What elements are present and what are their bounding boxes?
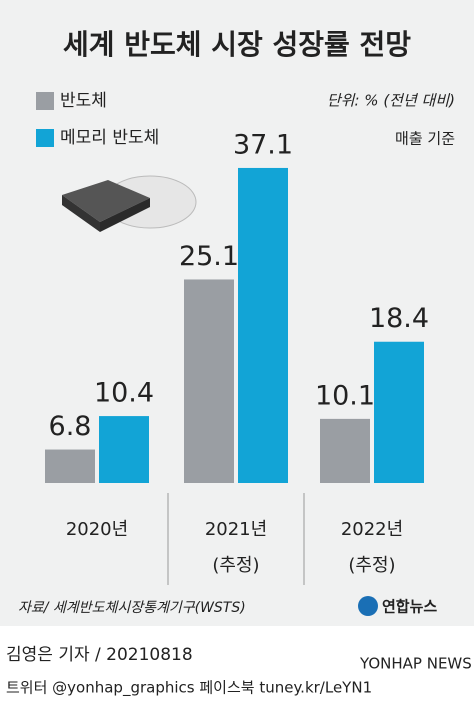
logo-mark <box>358 596 378 616</box>
value-label: 10.1 <box>315 380 375 411</box>
bar <box>238 167 288 483</box>
value-label: 6.8 <box>49 411 92 442</box>
x-tick-note: (추정) <box>348 555 395 576</box>
x-tick-label: 2022년 <box>341 519 403 540</box>
value-label: 10.4 <box>94 378 154 409</box>
background <box>0 0 474 626</box>
bar <box>320 418 370 483</box>
byline: 김영은 기자 / 20210818 <box>6 645 193 665</box>
chip-illustration <box>62 175 197 232</box>
chart-title: 세계 반도체 시장 성장률 전망 <box>63 28 411 61</box>
bar <box>99 416 149 483</box>
legend-swatch <box>36 92 54 110</box>
social: 트위터 @yonhap_graphics 페이스북 tuney.kr/LeYN1 <box>6 679 372 698</box>
x-tick-label: 2021년 <box>205 519 267 540</box>
value-label: 18.4 <box>369 303 429 334</box>
legend-swatch <box>36 129 54 147</box>
x-tick-note: (추정) <box>212 555 259 576</box>
bar <box>45 449 95 483</box>
footer-background <box>0 626 474 701</box>
bar <box>374 341 424 483</box>
legend-label: 메모리 반도체 <box>60 128 159 148</box>
logo: 연합뉴스 <box>382 598 437 616</box>
legend-label: 반도체 <box>60 91 107 111</box>
bar <box>184 279 234 483</box>
value-label: 25.1 <box>179 241 239 272</box>
basis: 매출 기준 <box>395 130 455 148</box>
source: 자료/ 세계반도체시장통계기구(WSTS) <box>18 600 246 616</box>
value-label: 37.1 <box>233 129 293 160</box>
unit: 단위: % (전년 대비) <box>327 92 455 110</box>
x-tick-label: 2020년 <box>66 519 128 540</box>
watermark: YONHAP NEWS <box>359 655 472 673</box>
